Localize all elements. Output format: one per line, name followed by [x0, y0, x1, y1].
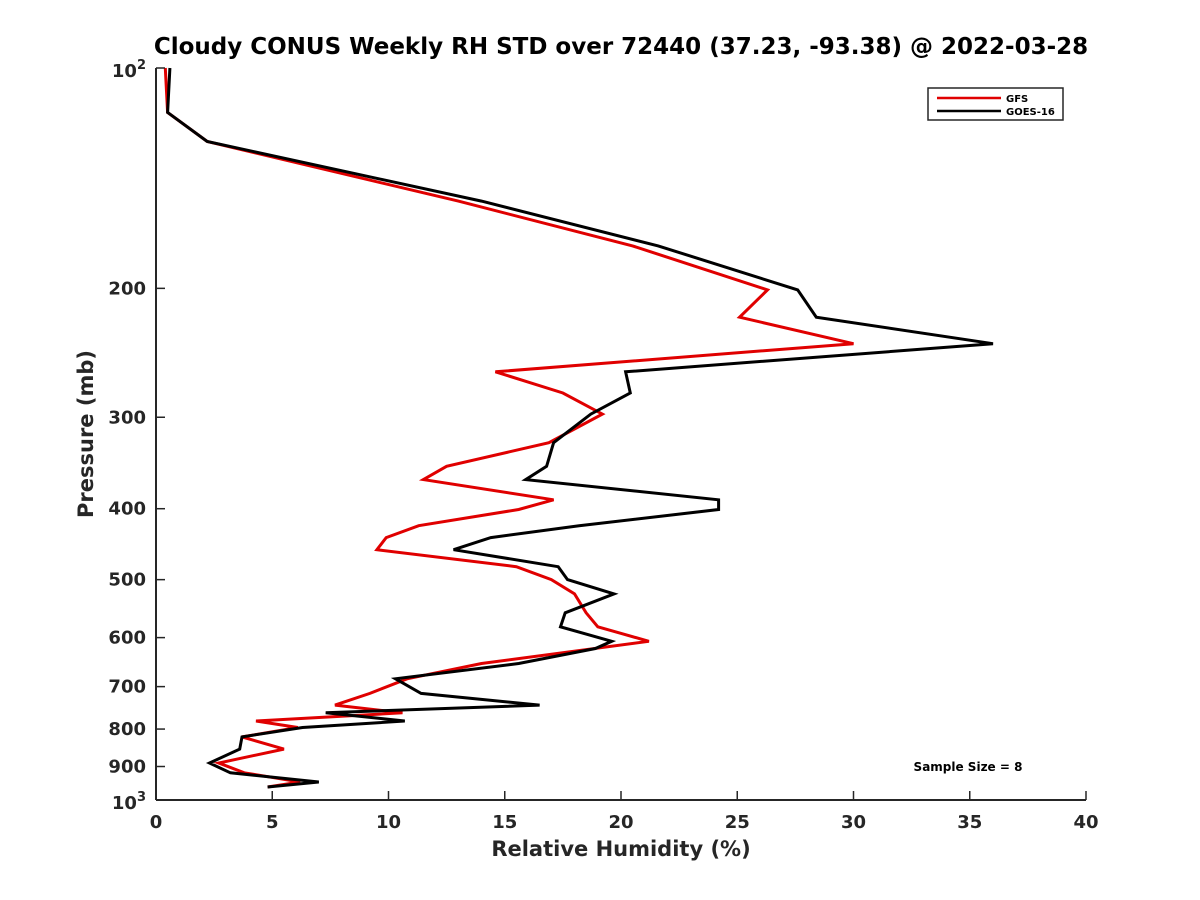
legend-label-0: GFS — [1006, 94, 1028, 105]
series-layer — [163, 67, 994, 789]
legend-box — [927, 87, 1064, 121]
x-tick-label-7: 35 — [957, 812, 982, 833]
series-line-goes-16 — [166, 67, 994, 789]
x-tick-label-0: 0 — [150, 812, 163, 833]
legend: GFS GOES-16 — [927, 87, 1064, 121]
legend-label-1: GOES-16 — [1006, 107, 1055, 118]
x-tick-label-8: 40 — [1073, 812, 1098, 833]
y-end-tick-label-1: 103 — [112, 790, 146, 814]
y-tick-label-0: 200 — [108, 278, 146, 299]
y-tick-label-3: 500 — [108, 570, 146, 591]
x-tick-label-2: 10 — [376, 812, 401, 833]
x-tick-label-5: 25 — [725, 812, 750, 833]
x-tick-label-3: 15 — [492, 812, 517, 833]
x-axis-label: Relative Humidity (%) — [491, 837, 750, 861]
series-line-gfs — [163, 67, 854, 789]
sample-size-annotation: Sample Size = 8 — [914, 760, 1023, 774]
x-ticks: 0 5 10 15 20 25 30 35 40 — [150, 791, 1099, 833]
y-axis-label: Pressure (mb) — [74, 350, 98, 518]
chart-title: Cloudy CONUS Weekly RH STD over 72440 (3… — [154, 34, 1088, 60]
y-tick-label-4: 600 — [108, 628, 146, 649]
x-tick-label-4: 20 — [608, 812, 633, 833]
y-tick-label-6: 800 — [108, 719, 146, 740]
y-tick-label-7: 900 — [108, 757, 146, 778]
y-ticks: 200 300 400 500 600 700 800 900 102 103 — [108, 58, 165, 814]
y-end-tick-label-0: 102 — [112, 58, 146, 82]
y-tick-label-5: 700 — [108, 677, 146, 698]
x-tick-label-1: 5 — [266, 812, 279, 833]
y-tick-label-2: 400 — [108, 499, 146, 520]
x-tick-label-6: 30 — [841, 812, 866, 833]
y-tick-label-1: 300 — [108, 407, 146, 428]
